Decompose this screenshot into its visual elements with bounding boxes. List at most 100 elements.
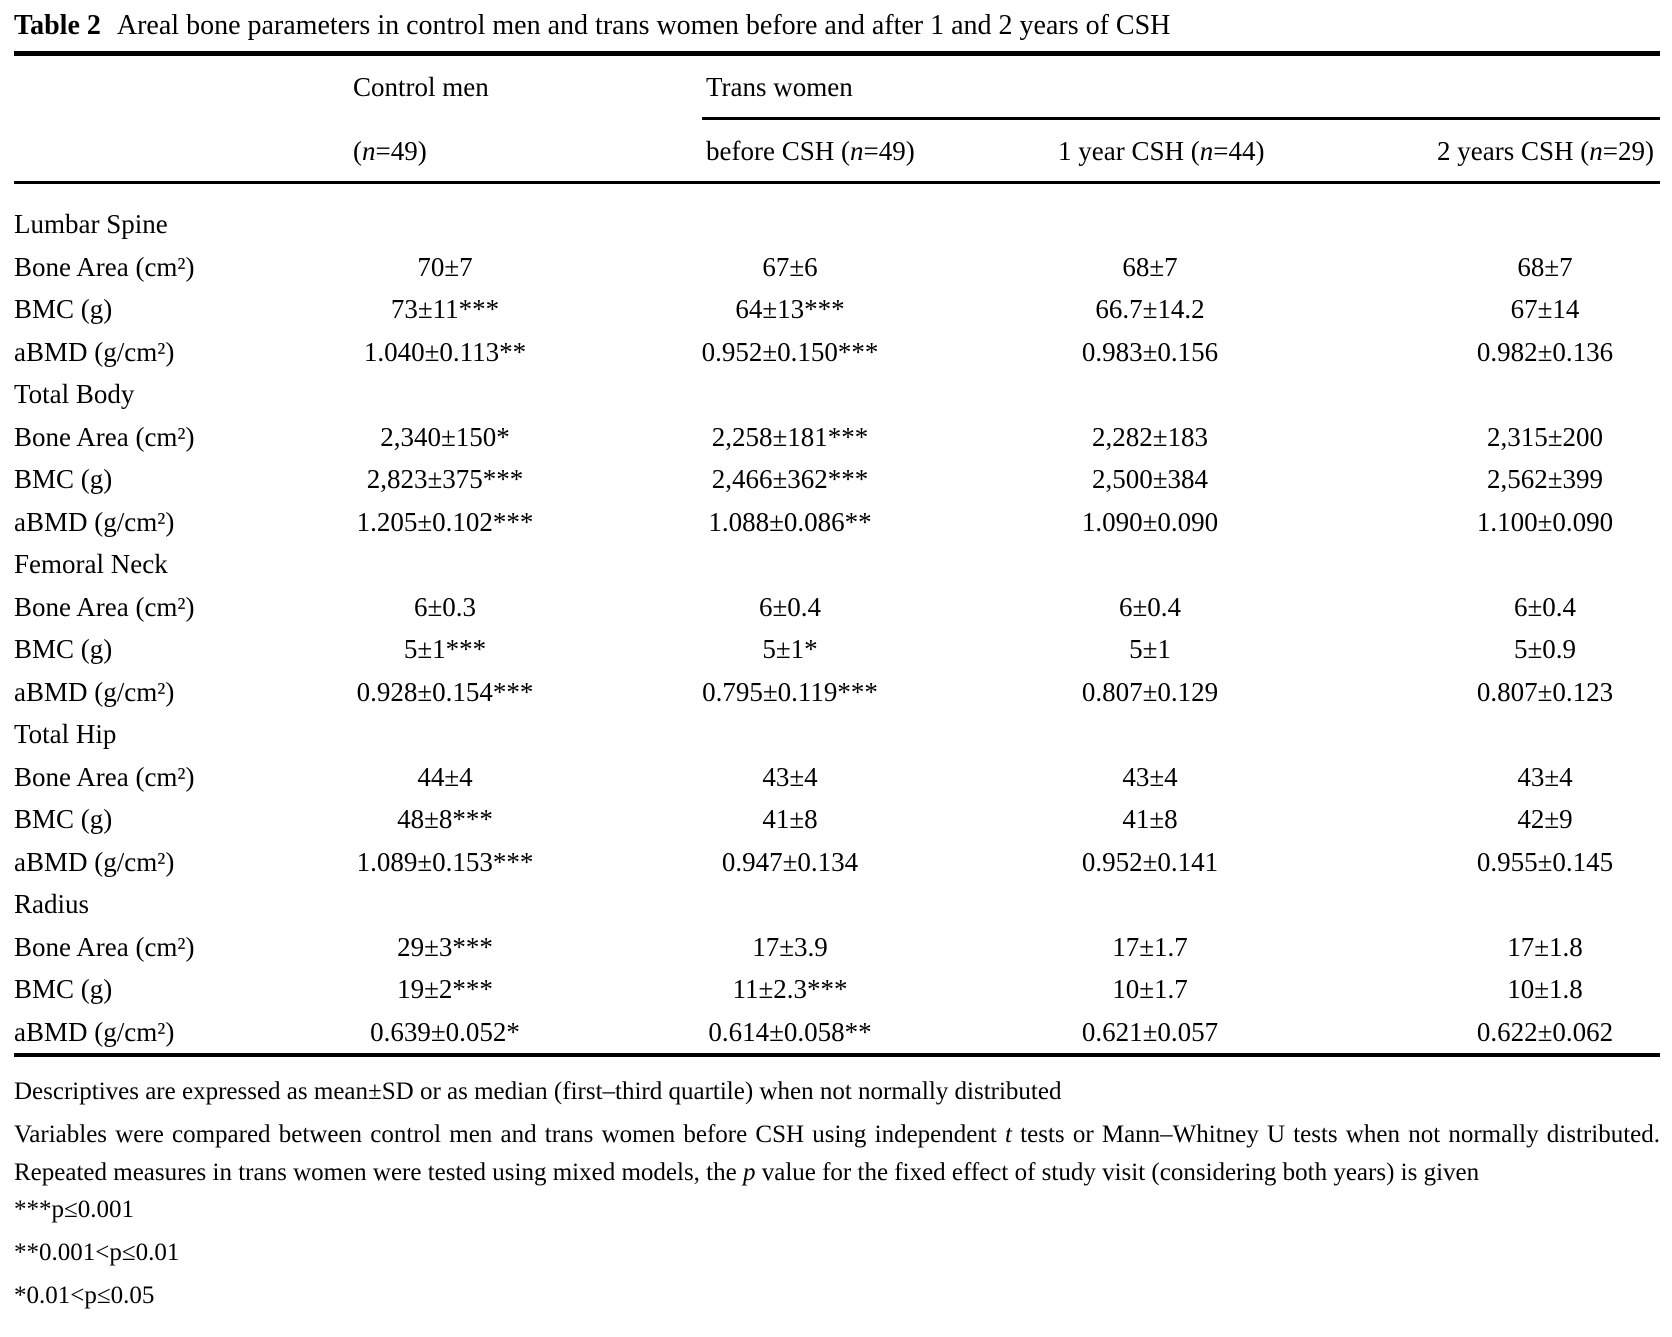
row-label: Total Hip: [14, 719, 117, 749]
cell-control-men: 1.205±0.102***: [356, 506, 534, 537]
footnote-descriptives: Descriptives are expressed as mean±SD or…: [14, 1078, 1062, 1105]
subheader-control-men-n: (n=49): [353, 136, 427, 166]
cell-control-men: 44±4: [417, 761, 473, 792]
cell-before-csh: 2,258±181***: [711, 421, 869, 452]
top-rule: [14, 51, 1660, 56]
table-row: Bone Area (cm²) 70±7 67±6 68±7 68±7: [14, 246, 1660, 289]
cell-2-years-csh: 2,562±399: [1486, 464, 1604, 494]
cell-1-year-csh: 68±7: [1122, 251, 1178, 282]
cell-before-csh: 41±8: [762, 804, 818, 834]
subheader-2-years-csh: 2 years CSH (n=29): [1437, 136, 1654, 166]
cell-control-men: 0.639±0.052*: [370, 1016, 520, 1047]
cell-before-csh: 11±2.3***: [732, 974, 848, 1004]
cell-control-men: 70±7: [417, 251, 473, 282]
section-header-row: Femoral Neck: [14, 543, 1660, 586]
cell-2-years-csh: 5±0.9: [1513, 634, 1577, 664]
table-row: BMC (g) 19±2*** 11±2.3*** 10±1.7 10±1.8: [14, 968, 1660, 1011]
row-label: BMC (g): [14, 294, 113, 324]
cell-before-csh: 67±6: [762, 251, 818, 282]
row-label: Total Body: [14, 379, 135, 409]
section-header-row: Total Hip: [14, 713, 1660, 756]
section-header-row: Total Body: [14, 373, 1660, 416]
table-row: BMC (g) 5±1*** 5±1* 5±1 5±0.9: [14, 628, 1660, 671]
cell-before-csh: 2,466±362***: [711, 464, 869, 494]
table-row: aBMD (g/cm²) 1.089±0.153*** 0.947±0.134 …: [14, 841, 1660, 884]
table-row: aBMD (g/cm²) 0.928±0.154*** 0.795±0.119*…: [14, 671, 1660, 714]
section-header-row: Lumbar Spine: [14, 203, 1660, 246]
cell-1-year-csh: 2,500±384: [1091, 464, 1209, 494]
cell-1-year-csh: 0.807±0.129: [1081, 676, 1219, 707]
row-label: BMC (g): [14, 804, 113, 834]
cell-before-csh: 43±4: [762, 761, 818, 792]
footnote-sig-p01: **0.001<p≤0.01: [14, 1239, 180, 1266]
header-rule: [14, 181, 1660, 184]
cell-control-men: 0.928±0.154***: [356, 676, 534, 707]
bottom-rule: [14, 1053, 1660, 1057]
row-label: Bone Area (cm²): [14, 251, 195, 282]
row-label: Lumbar Spine: [14, 209, 168, 239]
cell-control-men: 5±1***: [403, 634, 487, 664]
cell-1-year-csh: 0.952±0.141: [1081, 846, 1219, 877]
cell-1-year-csh: 10±1.7: [1112, 974, 1188, 1004]
table-body: Lumbar Spine Bone Area (cm²) 70±7 67±6 6…: [14, 203, 1660, 1053]
table-number: Table 2: [14, 10, 101, 41]
footnote-methods: Variables were compared between control …: [14, 1121, 1660, 1186]
cell-2-years-csh: 2,315±200: [1486, 421, 1604, 452]
cell-2-years-csh: 42±9: [1517, 804, 1573, 834]
table-row: aBMD (g/cm²) 1.205±0.102*** 1.088±0.086*…: [14, 501, 1660, 544]
subheader-1-year-csh: 1 year CSH (n=44): [1058, 136, 1265, 166]
row-label: Bone Area (cm²): [14, 421, 195, 452]
cell-2-years-csh: 68±7: [1517, 251, 1573, 282]
cell-control-men: 73±11***: [390, 294, 500, 324]
cell-control-men: 1.089±0.153***: [356, 846, 534, 877]
table-row: BMC (g) 2,823±375*** 2,466±362*** 2,500±…: [14, 458, 1660, 501]
row-label: aBMD (g/cm²): [14, 846, 175, 877]
cell-control-men: 19±2***: [397, 974, 493, 1004]
table-title: Table 2 Areal bone parameters in control …: [14, 10, 1170, 42]
cell-2-years-csh: 0.955±0.145: [1476, 846, 1614, 877]
section-header-row: Radius: [14, 883, 1660, 926]
cell-2-years-csh: 43±4: [1517, 761, 1573, 792]
footnote-sig-p001: ***p≤0.001: [14, 1196, 134, 1223]
cell-2-years-csh: 1.100±0.090: [1476, 506, 1614, 537]
cell-before-csh: 0.614±0.058**: [708, 1016, 872, 1047]
cell-1-year-csh: 0.621±0.057: [1081, 1016, 1219, 1047]
row-label: BMC (g): [14, 464, 113, 494]
cell-control-men: 1.040±0.113**: [363, 336, 527, 367]
cell-before-csh: 0.947±0.134: [721, 846, 859, 877]
cell-1-year-csh: 0.983±0.156: [1081, 336, 1219, 367]
cell-control-men: 2,823±375***: [366, 464, 524, 494]
cell-2-years-csh: 67±14: [1510, 294, 1580, 324]
table-row: aBMD (g/cm²) 0.639±0.052* 0.614±0.058** …: [14, 1011, 1660, 1054]
row-label: Radius: [14, 889, 90, 919]
table-row: Bone Area (cm²) 2,340±150* 2,258±181*** …: [14, 416, 1660, 459]
cell-2-years-csh: 0.807±0.123: [1476, 676, 1614, 707]
table-caption: Areal bone parameters in control men and…: [116, 10, 1171, 41]
table-row: aBMD (g/cm²) 1.040±0.113** 0.952±0.150**…: [14, 331, 1660, 374]
cell-before-csh: 0.952±0.150***: [701, 336, 879, 367]
row-label: aBMD (g/cm²): [14, 506, 175, 537]
cell-1-year-csh: 6±0.4: [1118, 591, 1182, 622]
cell-before-csh: 5±1*: [762, 634, 818, 664]
cell-before-csh: 64±13***: [735, 294, 845, 324]
cell-2-years-csh: 0.982±0.136: [1476, 336, 1614, 367]
table-row: BMC (g) 73±11*** 64±13*** 66.7±14.2 67±1…: [14, 288, 1660, 331]
row-label: aBMD (g/cm²): [14, 676, 175, 707]
cell-2-years-csh: 10±1.8: [1507, 974, 1583, 1004]
row-label: Bone Area (cm²): [14, 931, 195, 962]
cell-1-year-csh: 66.7±14.2: [1095, 294, 1205, 324]
table-row: Bone Area (cm²) 6±0.3 6±0.4 6±0.4 6±0.4: [14, 586, 1660, 629]
cell-control-men: 48±8***: [397, 804, 493, 834]
row-label: BMC (g): [14, 974, 113, 1004]
table-row: BMC (g) 48±8*** 41±8 41±8 42±9: [14, 798, 1660, 841]
row-label: Bone Area (cm²): [14, 761, 195, 792]
cell-2-years-csh: 6±0.4: [1513, 591, 1577, 622]
cell-2-years-csh: 0.622±0.062: [1476, 1016, 1614, 1047]
column-group-control-men: Control men: [353, 72, 489, 102]
cell-control-men: 2,340±150*: [380, 421, 510, 452]
cell-1-year-csh: 43±4: [1122, 761, 1178, 792]
cell-before-csh: 17±3.9: [752, 931, 828, 962]
cell-1-year-csh: 5±1: [1129, 634, 1171, 664]
cell-before-csh: 0.795±0.119***: [702, 676, 878, 707]
column-group-trans-women: Trans women: [706, 72, 853, 102]
